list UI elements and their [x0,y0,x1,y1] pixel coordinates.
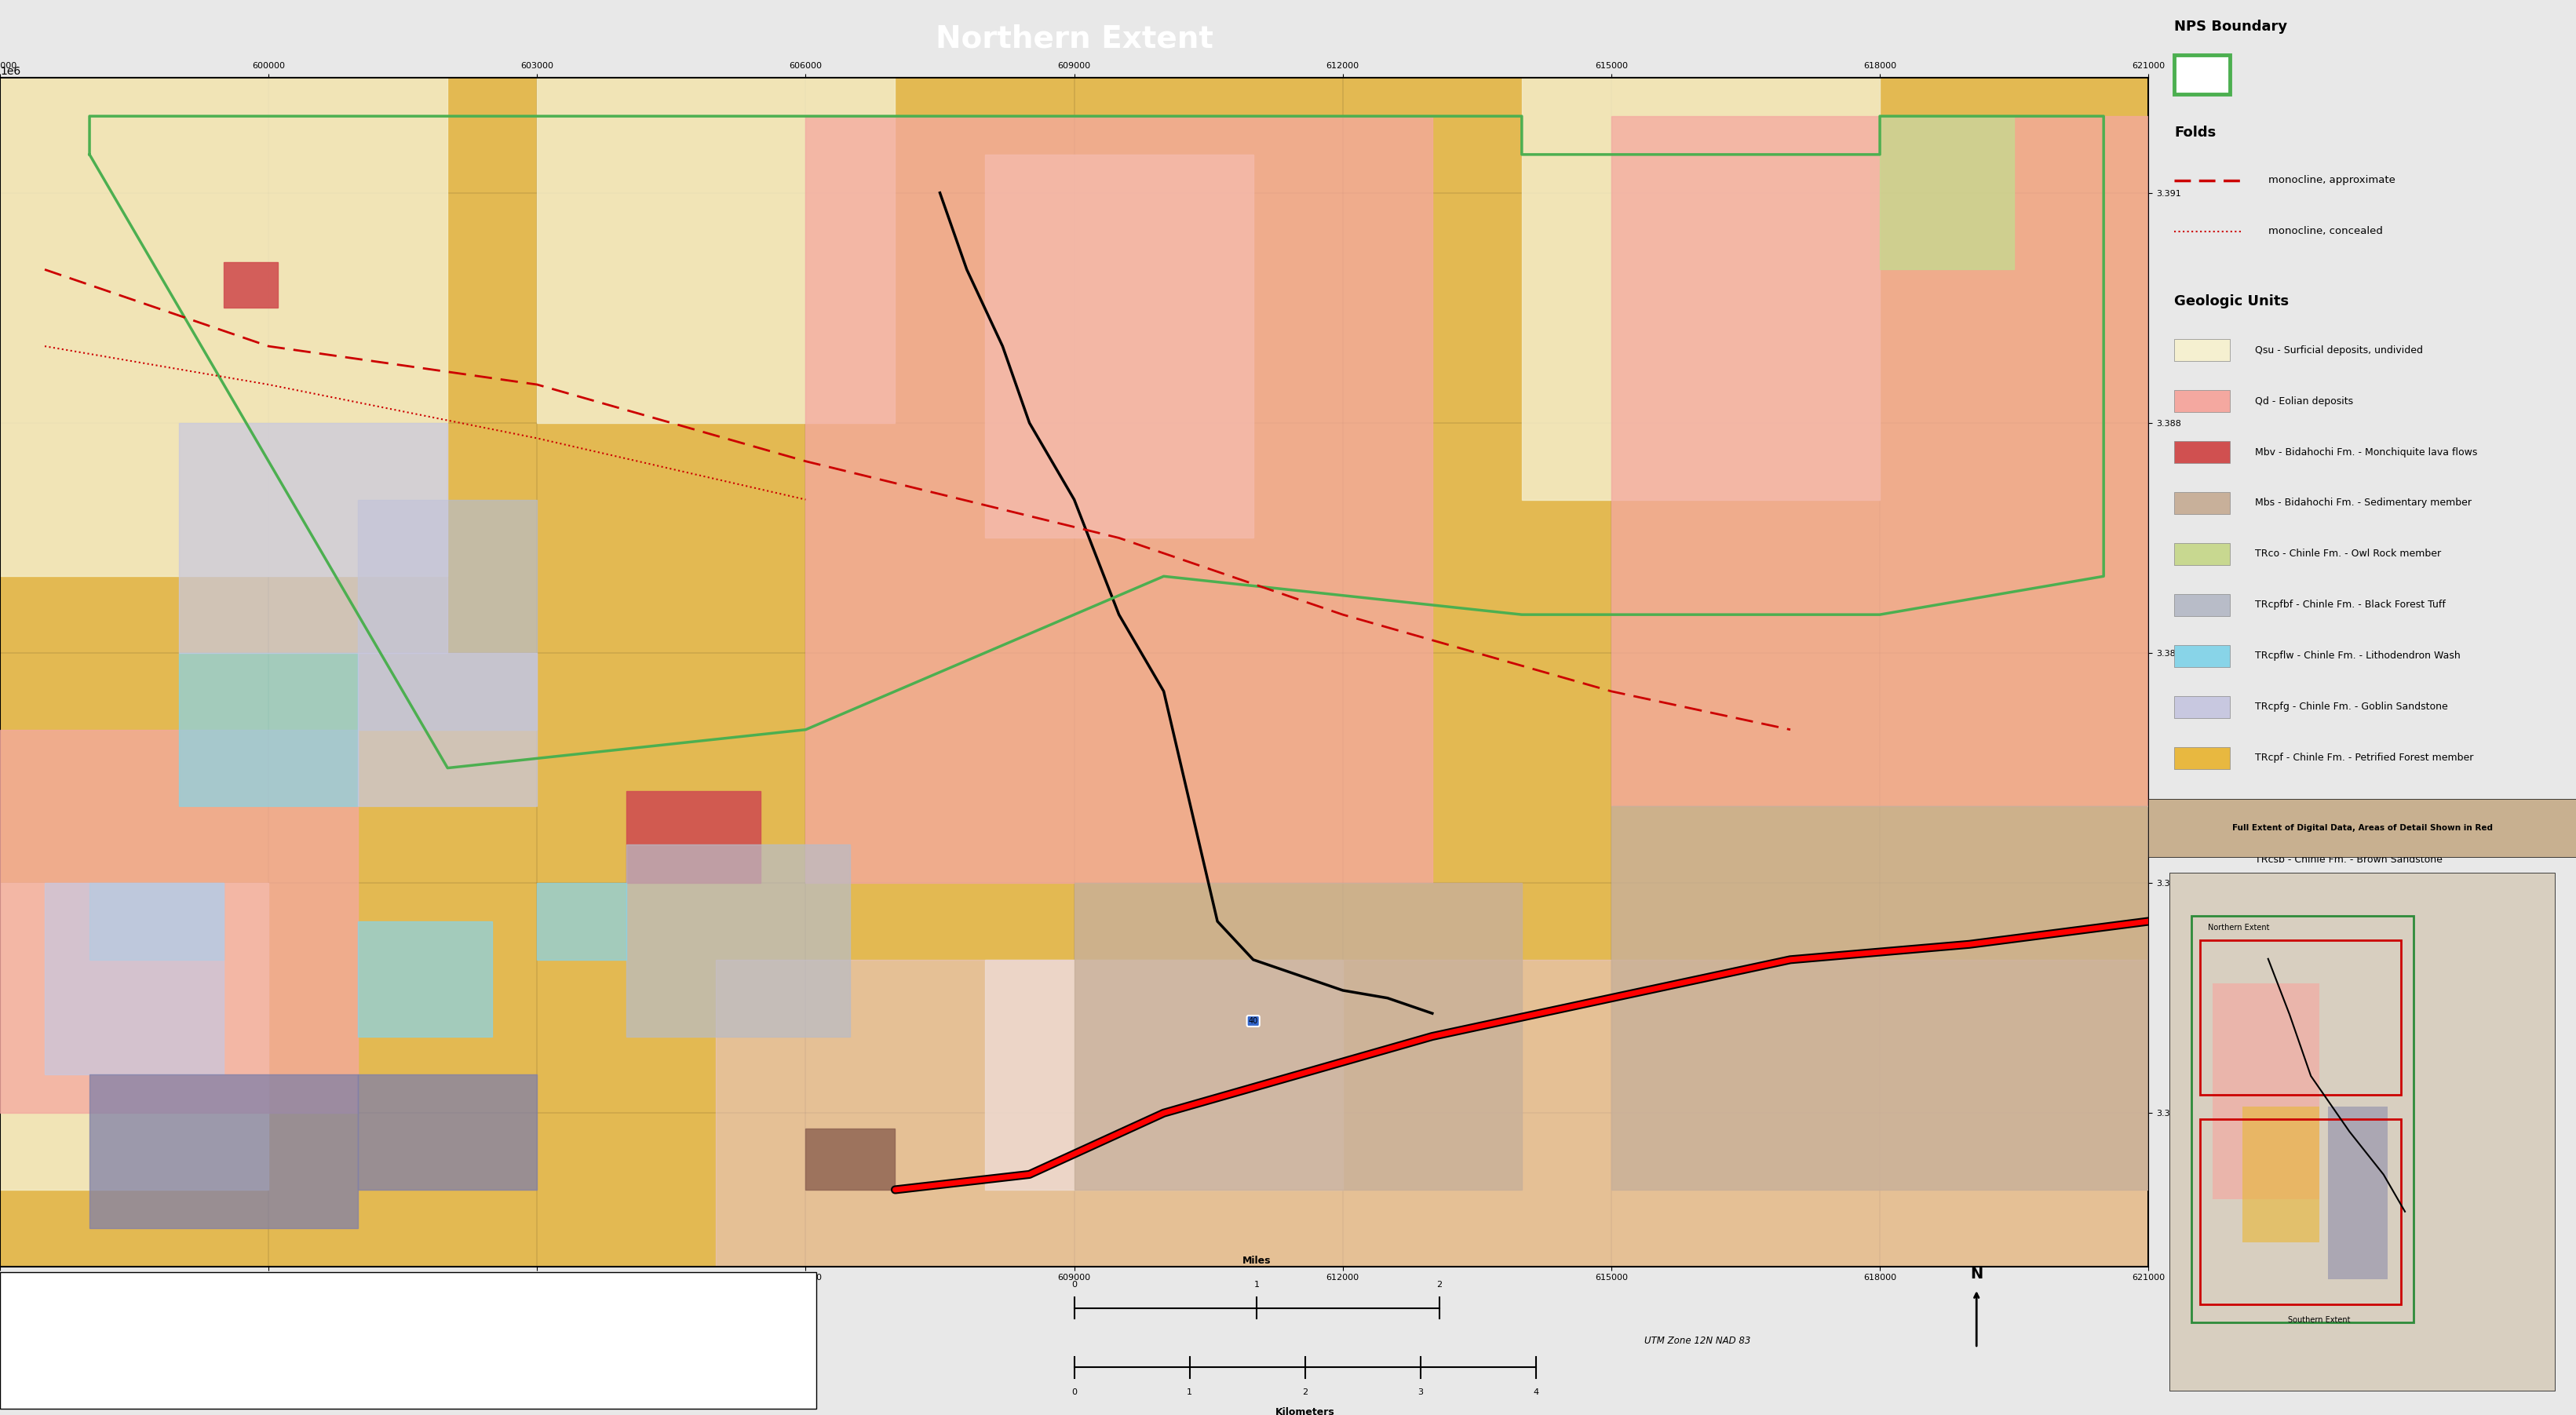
FancyBboxPatch shape [2244,1107,2318,1242]
Bar [1613,116,2148,807]
Text: Northern Extent: Northern Extent [2208,924,2269,932]
Bar [358,1075,538,1190]
Text: Kilometers: Kilometers [1275,1407,1334,1415]
Text: TRcpflw - Chinle Fm. - Lithodendron Wash: TRcpflw - Chinle Fm. - Lithodendron Wash [2257,651,2460,661]
FancyBboxPatch shape [2174,645,2231,666]
Bar [1522,78,1880,499]
Bar [984,154,1255,538]
Text: TRcpf - Chinle Fm. - Petrified Forest member: TRcpf - Chinle Fm. - Petrified Forest me… [2257,753,2473,763]
Bar [0,730,358,1114]
Text: Southern Extent: Southern Extent [2287,1316,2352,1324]
Text: 3: 3 [1417,1388,1425,1397]
Text: monocline, concealed: monocline, concealed [2267,226,2383,236]
Text: UTM Zone 12N NAD 83: UTM Zone 12N NAD 83 [1643,1336,1749,1346]
Bar [806,1128,896,1190]
FancyBboxPatch shape [2174,55,2231,95]
FancyBboxPatch shape [2169,873,2555,1391]
Bar [536,883,626,959]
Bar [1074,883,1522,1190]
Text: 4: 4 [1533,1388,1538,1397]
Text: N: N [1971,1266,1984,1282]
Bar [90,1075,358,1228]
Bar [358,921,492,1036]
Bar [716,959,2148,1266]
Text: TRcsjc - Chinle Fm. - Jim Camp Wash: TRcsjc - Chinle Fm. - Jim Camp Wash [2257,906,2434,916]
Text: Northern Extent: Northern Extent [935,24,1213,54]
Text: Qsu - Surficial deposits, undivided: Qsu - Surficial deposits, undivided [2257,345,2424,355]
Bar [2200,1119,2401,1305]
Text: Full Extent of Digital Data, Areas of Detail Shown in Red: Full Extent of Digital Data, Areas of De… [2231,824,2494,832]
Text: TRcpfg - Chinle Fm. - Goblin Sandstone: TRcpfg - Chinle Fm. - Goblin Sandstone [2257,702,2447,712]
Bar [358,652,538,807]
Bar [44,883,224,1075]
FancyBboxPatch shape [2174,543,2231,565]
Text: 2: 2 [1437,1281,1443,1289]
Bar [224,262,278,308]
Bar [2200,941,2401,1094]
Text: 1: 1 [1255,1281,1260,1289]
Bar [0,78,448,576]
Bar [90,883,224,959]
Text: TRcspf - Chinle Fm. - Sonsela/Petrified Forest transitional beds: TRcspf - Chinle Fm. - Sonsela/Petrified … [2257,804,2561,814]
Bar [180,652,358,807]
Text: NPS Boundary: NPS Boundary [2174,20,2287,34]
Bar [806,116,1432,883]
Text: Mbv - Bidahochi Fm. - Monchiquite lava flows: Mbv - Bidahochi Fm. - Monchiquite lava f… [2257,447,2478,457]
FancyBboxPatch shape [2174,391,2231,412]
FancyBboxPatch shape [2174,594,2231,616]
Text: 40: 40 [1249,1017,1257,1024]
FancyBboxPatch shape [2174,441,2231,463]
Text: Mbs - Bidahochi Fm. - Sedimentary member: Mbs - Bidahochi Fm. - Sedimentary member [2257,498,2473,508]
FancyBboxPatch shape [2174,900,2231,923]
Text: Folds: Folds [2174,126,2215,140]
Text: Miles: Miles [1242,1255,1270,1266]
FancyBboxPatch shape [2213,983,2318,1200]
FancyBboxPatch shape [2174,492,2231,514]
FancyBboxPatch shape [0,1272,817,1409]
FancyBboxPatch shape [2329,1107,2388,1279]
Text: 0: 0 [1072,1281,1077,1289]
FancyBboxPatch shape [2174,798,2231,821]
Bar [626,791,760,883]
Text: TRco - Chinle Fm. - Owl Rock member: TRco - Chinle Fm. - Owl Rock member [2257,549,2442,559]
FancyBboxPatch shape [2174,747,2231,768]
Bar [2192,916,2414,1323]
Text: 2: 2 [1303,1388,1309,1397]
Bar [1880,116,2014,269]
Text: 0: 0 [1072,1388,1077,1397]
Bar [536,78,894,423]
Text: 1: 1 [1188,1388,1193,1397]
Text: TRcsb - Chinle Fm. - Brown Sandstone: TRcsb - Chinle Fm. - Brown Sandstone [2257,855,2442,865]
Text: monocline, approximate: monocline, approximate [2267,175,2396,185]
Text: Geologic Units: Geologic Units [2174,294,2287,308]
Bar [0,883,268,1190]
FancyBboxPatch shape [2174,340,2231,361]
FancyBboxPatch shape [2148,798,2576,857]
Text: Qd - Eolian deposits: Qd - Eolian deposits [2257,396,2354,406]
Bar [1613,807,2148,1190]
FancyBboxPatch shape [2174,849,2231,872]
Bar [984,959,1342,1190]
Bar [626,845,850,1036]
FancyBboxPatch shape [2174,696,2231,717]
Bar [180,423,448,652]
Text: This map graphically presents digital geologic data prepared as part of the NPS : This map graphically presents digital ge… [54,1300,577,1381]
Bar [358,499,538,730]
Text: TRcpfbf - Chinle Fm. - Black Forest Tuff: TRcpfbf - Chinle Fm. - Black Forest Tuff [2257,600,2447,610]
